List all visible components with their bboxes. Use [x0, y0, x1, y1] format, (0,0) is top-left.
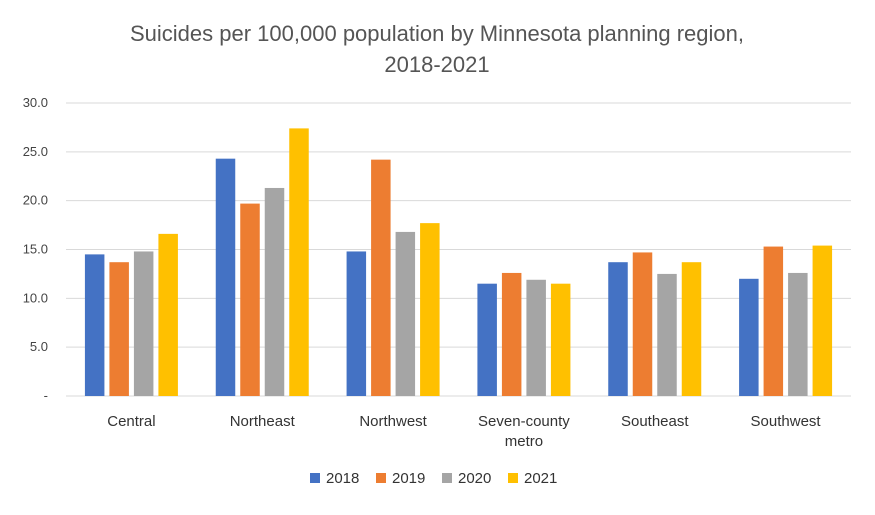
- bar-2020-5: [788, 272, 808, 396]
- legend-label-2019: 2019: [392, 470, 425, 487]
- bar-2018-5: [739, 278, 759, 396]
- y-axis-tick-labels: - 5.0 10.0 15.0 20.0 25.0 30.0: [23, 95, 48, 403]
- bar-2019-2: [371, 159, 391, 396]
- bar-2020-3: [526, 279, 546, 396]
- y-tick-label: 25.0: [23, 144, 48, 159]
- y-tick-label: 10.0: [23, 290, 48, 305]
- y-tick-label: 20.0: [23, 193, 48, 208]
- y-tick-label: 30.0: [23, 95, 48, 110]
- category-label: Southwest: [751, 413, 822, 430]
- bar-2018-2: [346, 251, 367, 396]
- category-label: Southeast: [621, 413, 689, 430]
- legend-swatch-2019: [376, 473, 386, 483]
- bar-2018-0: [84, 254, 105, 396]
- bar-2021-0: [158, 233, 178, 396]
- legend: 2018 2019 2020 2021: [310, 470, 557, 487]
- bar-2018-3: [477, 283, 497, 396]
- legend-swatch-2020: [442, 473, 452, 483]
- chart-title-line-1: Suicides per 100,000 population by Minne…: [130, 21, 744, 46]
- bar-2019-3: [501, 272, 522, 396]
- bar-2020-0: [133, 251, 154, 396]
- y-tick-label: 5.0: [30, 339, 48, 354]
- bar-2021-1: [289, 128, 309, 397]
- legend-label-2020: 2020: [458, 470, 491, 487]
- legend-label-2018: 2018: [326, 470, 359, 487]
- legend-swatch-2018: [310, 473, 320, 483]
- y-tick-label: 15.0: [23, 242, 48, 257]
- bar-2021-5: [812, 245, 833, 396]
- bar-2019-5: [763, 246, 784, 396]
- bar-2021-2: [420, 223, 440, 396]
- legend-label-2021: 2021: [524, 470, 557, 487]
- bar-2021-3: [550, 283, 571, 396]
- chart-title-line-2: 2018-2021: [384, 52, 489, 77]
- bar-2018-1: [215, 158, 236, 396]
- category-label: Seven-county: [478, 413, 570, 430]
- bar-2021-4: [681, 262, 702, 396]
- category-label: metro: [505, 433, 543, 450]
- bar-2020-4: [657, 273, 677, 396]
- bar-2019-4: [632, 252, 653, 396]
- bar-2018-4: [608, 262, 628, 396]
- bar-2020-1: [264, 187, 285, 396]
- legend-swatch-2021: [508, 473, 518, 483]
- y-tick-label: -: [44, 388, 48, 403]
- x-axis-category-labels: Central Northeast Northwest Seven-county met…: [107, 413, 821, 450]
- category-label: Central: [107, 413, 155, 430]
- bar-2020-2: [395, 231, 416, 396]
- bar-2019-0: [109, 262, 129, 396]
- gridlines: [66, 102, 851, 397]
- category-label: Northwest: [359, 413, 427, 430]
- category-label: Northeast: [230, 413, 296, 430]
- bar-2019-1: [240, 203, 260, 396]
- bars: [84, 128, 833, 397]
